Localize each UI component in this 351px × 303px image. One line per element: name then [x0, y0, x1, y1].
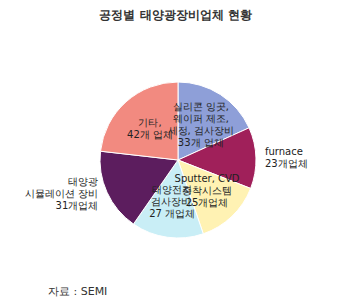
svg-text:검사장비,: 검사장비,: [151, 196, 194, 207]
svg-text:증착시스템: 증착시스템: [182, 184, 232, 196]
svg-text:27 개업체: 27 개업체: [149, 208, 195, 219]
svg-text:공정별 태양광장비업체 현황: 공정별 태양광장비업체 현황: [99, 8, 251, 22]
svg-text:42개 업체: 42개 업체: [127, 129, 173, 140]
svg-text:기타,: 기타,: [138, 117, 161, 128]
svg-text:31개업체: 31개업체: [56, 200, 99, 211]
svg-text:23개업체: 23개업체: [265, 158, 308, 169]
svg-text:Sputter, CVD: Sputter, CVD: [175, 173, 240, 184]
svg-text:세정, 검사장비: 세정, 검사장비: [168, 125, 234, 136]
svg-text:33개 업체: 33개 업체: [178, 137, 224, 148]
svg-text:웨이퍼 제조,: 웨이퍼 제조,: [173, 113, 229, 124]
svg-text:25개업체: 25개업체: [185, 196, 229, 208]
svg-text:자료 : SEMI: 자료 : SEMI: [48, 285, 107, 298]
svg-text:furnace: furnace: [265, 146, 303, 157]
svg-text:태양전지: 태양전지: [152, 184, 192, 195]
svg-text:태양광: 태양광: [68, 176, 98, 187]
svg-text:실리콘 잉곳,: 실리콘 잉곳,: [173, 101, 229, 112]
svg-text:시뮬레이션 장비: 시뮬레이션 장비: [25, 188, 98, 199]
